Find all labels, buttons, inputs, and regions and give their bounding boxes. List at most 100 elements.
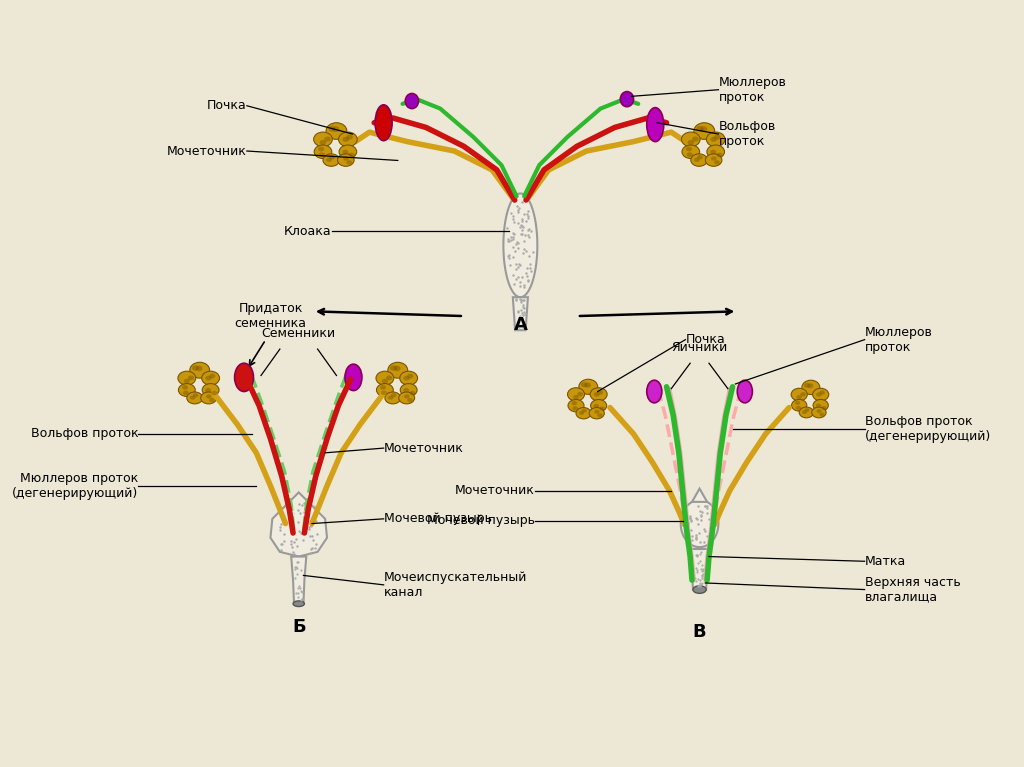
Ellipse shape	[338, 154, 354, 166]
Ellipse shape	[681, 132, 700, 146]
Ellipse shape	[388, 362, 408, 378]
Ellipse shape	[697, 155, 702, 160]
Ellipse shape	[393, 366, 400, 371]
Ellipse shape	[201, 392, 216, 404]
Ellipse shape	[211, 391, 217, 395]
Ellipse shape	[183, 390, 188, 395]
Ellipse shape	[406, 94, 419, 109]
Ellipse shape	[381, 390, 387, 395]
Text: Мюллеров проток
(дегенерирующий): Мюллеров проток (дегенерирующий)	[12, 472, 138, 500]
Ellipse shape	[408, 374, 414, 378]
Ellipse shape	[326, 123, 347, 140]
Ellipse shape	[398, 392, 415, 404]
Ellipse shape	[802, 380, 820, 394]
Ellipse shape	[597, 413, 602, 417]
Text: Вольфов
проток: Вольфов проток	[719, 120, 775, 148]
Ellipse shape	[700, 127, 708, 132]
Ellipse shape	[647, 107, 664, 142]
Ellipse shape	[178, 371, 196, 385]
Ellipse shape	[182, 385, 188, 390]
Ellipse shape	[578, 392, 583, 397]
Ellipse shape	[707, 145, 725, 159]
Ellipse shape	[318, 153, 325, 157]
Ellipse shape	[339, 132, 357, 146]
Polygon shape	[513, 297, 528, 331]
Ellipse shape	[178, 384, 196, 397]
Ellipse shape	[573, 395, 579, 400]
Ellipse shape	[571, 401, 578, 405]
Ellipse shape	[682, 145, 699, 159]
Ellipse shape	[382, 379, 388, 384]
Polygon shape	[681, 500, 719, 547]
Ellipse shape	[714, 134, 721, 140]
Ellipse shape	[332, 127, 339, 132]
Text: Мюллеров
проток: Мюллеров проток	[864, 326, 933, 354]
Ellipse shape	[205, 388, 211, 393]
Text: Яичники: Яичники	[672, 341, 728, 354]
Ellipse shape	[343, 156, 349, 161]
Ellipse shape	[816, 410, 821, 413]
Text: Матка: Матка	[864, 555, 906, 568]
Ellipse shape	[694, 123, 715, 140]
Ellipse shape	[319, 140, 327, 145]
Ellipse shape	[792, 400, 807, 411]
Ellipse shape	[696, 126, 703, 132]
Text: Мочевой пузырь: Мочевой пузырь	[427, 514, 535, 527]
Ellipse shape	[585, 383, 591, 388]
Ellipse shape	[385, 392, 400, 404]
Ellipse shape	[346, 134, 353, 140]
Ellipse shape	[590, 388, 607, 401]
Ellipse shape	[800, 392, 806, 397]
Ellipse shape	[694, 157, 699, 162]
Polygon shape	[270, 492, 327, 557]
Text: Почка: Почка	[685, 333, 725, 346]
Ellipse shape	[567, 388, 585, 401]
Ellipse shape	[807, 384, 813, 388]
Ellipse shape	[206, 394, 212, 399]
Ellipse shape	[202, 371, 219, 385]
Ellipse shape	[589, 407, 604, 419]
Ellipse shape	[376, 371, 394, 385]
Ellipse shape	[597, 390, 603, 395]
Ellipse shape	[711, 156, 717, 161]
Ellipse shape	[348, 153, 354, 157]
Ellipse shape	[403, 388, 410, 393]
Ellipse shape	[577, 407, 591, 419]
Text: Б: Б	[292, 618, 305, 637]
Ellipse shape	[209, 374, 215, 378]
Ellipse shape	[594, 392, 600, 397]
Ellipse shape	[707, 132, 725, 146]
Polygon shape	[504, 193, 538, 297]
Ellipse shape	[329, 126, 336, 132]
Ellipse shape	[329, 155, 335, 160]
Ellipse shape	[687, 140, 694, 145]
Ellipse shape	[380, 385, 386, 390]
Ellipse shape	[342, 150, 348, 154]
Ellipse shape	[579, 411, 584, 415]
Ellipse shape	[293, 601, 304, 607]
Ellipse shape	[621, 91, 634, 107]
Ellipse shape	[813, 400, 828, 411]
Ellipse shape	[188, 375, 195, 380]
Ellipse shape	[391, 393, 396, 397]
Ellipse shape	[599, 407, 605, 410]
Ellipse shape	[318, 146, 325, 151]
Text: Вольфов проток: Вольфов проток	[31, 427, 138, 440]
Polygon shape	[690, 549, 709, 590]
Ellipse shape	[819, 413, 824, 416]
Ellipse shape	[804, 383, 810, 388]
Ellipse shape	[572, 407, 578, 410]
Polygon shape	[692, 489, 708, 502]
Ellipse shape	[186, 392, 203, 404]
Ellipse shape	[234, 364, 254, 391]
Ellipse shape	[797, 395, 802, 400]
Ellipse shape	[390, 365, 397, 370]
Ellipse shape	[816, 403, 821, 407]
Ellipse shape	[581, 382, 588, 387]
Ellipse shape	[812, 407, 826, 418]
Polygon shape	[291, 557, 306, 604]
Ellipse shape	[591, 400, 606, 412]
Text: Семенники: Семенники	[262, 327, 336, 340]
Text: Клоака: Клоака	[284, 225, 332, 238]
Ellipse shape	[687, 153, 693, 157]
